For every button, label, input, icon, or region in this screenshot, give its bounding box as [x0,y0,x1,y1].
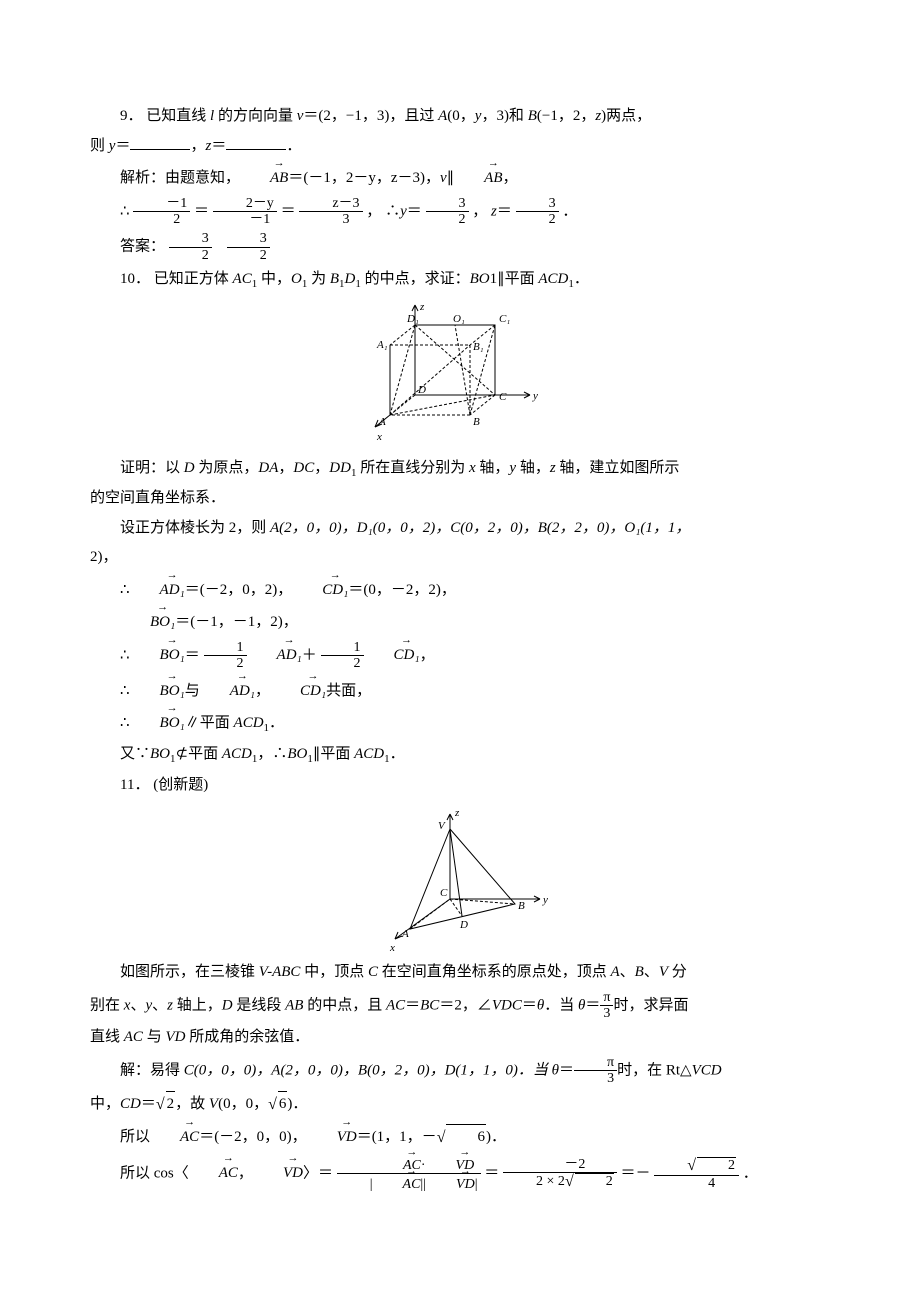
svg-text:x: x [389,942,395,954]
q10-proof-line8: 又∵BO1⊄平面 ACD1，∴BO1∥平面 ACD1． [90,742,830,769]
svg-text:C₁: C₁ [499,313,510,325]
q10-proof-line1b: 的空间直角坐标系． [90,486,830,512]
q9-statement-line1: 9． 已知直线 l 的方向向量 v＝(2，−1，3)，且过 A(0，y，3)和 … [90,104,830,130]
svg-text:D: D [459,919,468,931]
q9-solution-line2: ∴ －12 ＝ 2－y－1 ＝ z－33 ， ∴y＝ 32 ， z＝ 32 ． [90,196,830,228]
q10-proof-line7: ∴BO₁∥平面 ACD1． [90,708,830,738]
q11-sol-line1: 解：易得 C(0，0，0)，A(2，0，0)，B(0，2，0)，D(1，1，0)… [90,1055,830,1087]
svg-text:D₁: D₁ [406,313,419,325]
q9-answer: 答案： 32 32 [90,231,830,263]
q11-sol-line2: 中，CD＝√2，故 V(0，0，√6)． [90,1091,830,1118]
blank-y [130,134,190,150]
svg-text:B: B [518,900,525,912]
svg-text:C: C [440,887,448,899]
q11-header: 11． (创新题) [90,773,830,799]
q10-proof-line2b: 2)， [90,545,830,571]
svg-text:C: C [499,391,507,403]
q11-pyramid-diagram: z V C B y A x D [360,804,560,954]
svg-text:V: V [438,820,446,832]
svg-text:B₁: B₁ [473,341,484,353]
q10-proof-line5: ∴BO₁＝ 12AD₁＋ 12CD₁， [90,640,830,672]
q11-number: 11． [120,777,149,793]
q10-number: 10． [120,271,150,287]
q10-proof-line4: BO₁＝(－1，－1，2)， [90,607,830,636]
svg-text:x: x [376,431,382,443]
svg-text:z: z [419,301,425,313]
svg-text:O₁: O₁ [453,313,465,325]
q10-statement: 10． 已知正方体 AC1 中，O1 为 B1D1 的中点，求证：BO1∥平面 … [90,267,830,294]
svg-text:A: A [401,928,409,940]
q9-number: 9． [120,108,143,124]
svg-text:A: A [378,416,386,428]
q11-para1: 如图所示，在三棱锥 V-ABC 中，顶点 C 在空间直角坐标系的原点处，顶点 A… [90,960,830,986]
q11-para3: 直线 AC 与 VD 所成角的余弦值． [90,1025,830,1051]
q10-proof-line1: 证明：以 D 为原点，DA，DC，DD1 所在直线分别为 x 轴，y 轴，z 轴… [90,456,830,483]
q10-proof-line2: 设正方体棱长为 2，则 A(2，0，0)，D₁(0，0，2)，C(0，2，0)，… [90,516,830,542]
q10-proof-line3: ∴AD₁＝(－2，0，2)，CD₁＝(0，－2，2)， [90,575,830,604]
q10-cube-diagram: D₁ C₁ A₁ B₁ O₁ D C A B z y x [365,300,555,450]
q11-sol-line4: 所以 cos〈AC，VD〉＝ AC·VD |AC||VD| ＝ －2 2 × 2… [90,1155,830,1193]
svg-text:y: y [542,894,548,906]
svg-text:B: B [473,416,480,428]
svg-text:y: y [532,390,538,402]
q11-para2: 别在 x、y、z 轴上，D 是线段 AB 的中点，且 AC＝BC＝2，∠VDC＝… [90,990,830,1022]
svg-text:z: z [454,807,460,819]
vector-AB: AB [240,163,288,192]
blank-z [226,134,286,150]
svg-text:A₁: A₁ [376,339,388,351]
svg-text:D: D [417,384,426,396]
q10-proof-line6: ∴BO₁与AD₁，CD₁共面， [90,676,830,705]
q9-solution-line1: 解析：由题意知，AB＝(－1，2－y，z－3)，v∥AB， [90,163,830,192]
